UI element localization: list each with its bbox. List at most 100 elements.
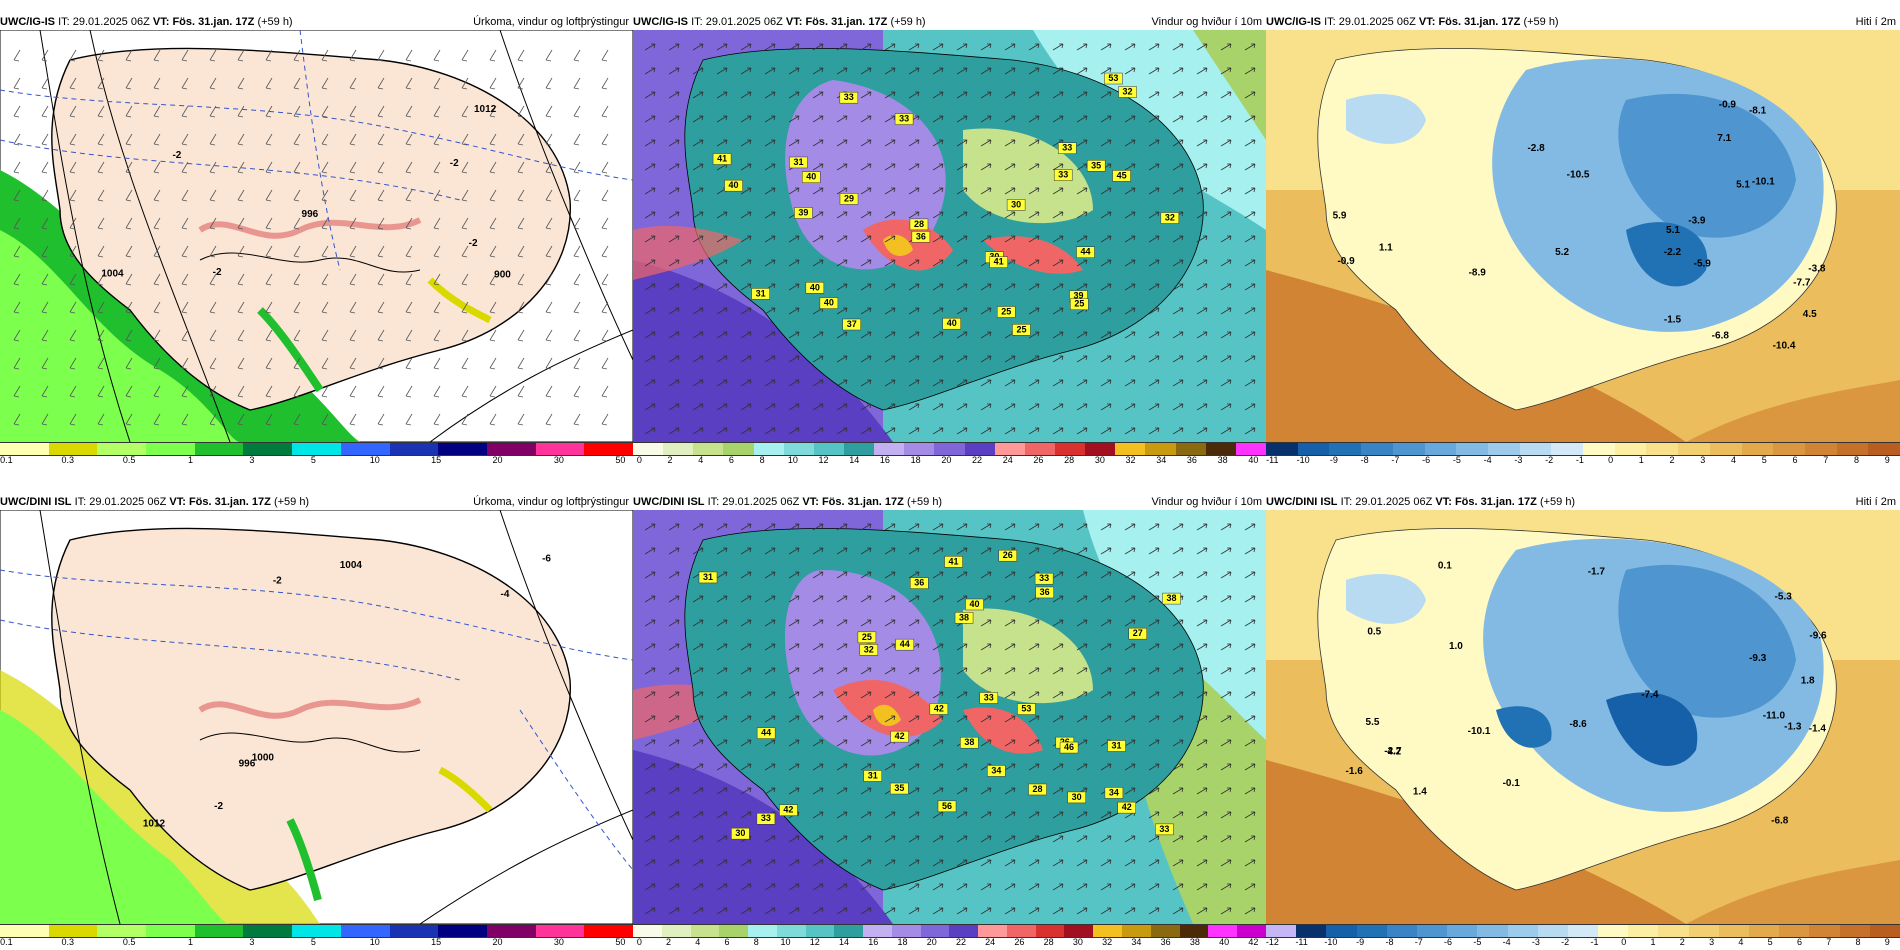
wind-arrow: [644, 259, 656, 267]
wind-arrow: [836, 619, 848, 627]
wind-arrow: [980, 667, 992, 675]
wind-arrow: [788, 835, 800, 843]
wind-arrow: [932, 139, 944, 147]
value-label: -0.9: [1337, 256, 1355, 267]
wind-barb: [125, 133, 133, 146]
wind-arrow: [1004, 163, 1016, 171]
legend-swatch: [904, 443, 935, 455]
gust-label: 33: [1058, 170, 1068, 180]
wind-barb: [41, 385, 49, 398]
wind-barb: [265, 329, 273, 342]
wind-arrow: [692, 139, 704, 147]
precip-map[interactable]: 900 1012 -2 -2 -2 -2 1004 996: [0, 30, 633, 442]
wind-arrow: [644, 379, 656, 387]
value-label: -9.6: [1809, 630, 1827, 641]
legend-swatch: [1688, 925, 1719, 937]
wind-arrow: [812, 523, 824, 531]
wind-barb: [601, 301, 609, 314]
wind-arrow: [1076, 691, 1088, 699]
wind-map[interactable]: 2533403135253229364031412830335340324445…: [633, 30, 1266, 442]
wind-arrow: [788, 739, 800, 747]
wind-barb: [97, 357, 105, 370]
gust-label-box: [839, 193, 859, 205]
wind-arrow: [836, 523, 848, 531]
wind-barb: [601, 273, 609, 286]
wind-arrow: [956, 883, 968, 891]
wind-barb: [405, 49, 413, 62]
vt-value: Fös. 31.jan. 17Z: [805, 16, 888, 28]
wind-barb: [265, 77, 273, 90]
wind-arrow: [1196, 259, 1208, 267]
wind-arrow: [1076, 739, 1088, 747]
wind-barb: [489, 189, 497, 202]
temp-map[interactable]: 1.0 4.2 0.5 -0.1 -1.3 1.8 -6.8 -10.1 1.4 0.1 -1.7-…: [1266, 510, 1900, 924]
wind-arrow: [1244, 595, 1256, 603]
gust-label: 35: [1091, 160, 1101, 170]
legend-swatch: [776, 925, 806, 937]
wind-barb: [13, 161, 21, 174]
wind-arrow: [740, 739, 752, 747]
temp-map[interactable]: -2.2 -3.8 5.1 -7.7 -1.5 7.1 -10.1 -10.5 4.5 -6.8-…: [1266, 30, 1900, 442]
legend-swatch: [194, 443, 244, 455]
wind-arrow: [1148, 691, 1160, 699]
wind-arrow: [692, 691, 704, 699]
temp-swatches: [1266, 442, 1900, 456]
wind-map[interactable]: 3331333836263433303133323541282526444238…: [633, 510, 1266, 924]
wind-arrow: [1220, 235, 1232, 243]
wind-barb: [489, 217, 497, 230]
temp-ticks: -12 -11 -10 -9 -8 -7 -6 -5 -4 -3 -2 -1 0 1 2 3 4 5 6 7 8 9: [1266, 937, 1900, 947]
wind-arrow: [884, 691, 896, 699]
wind-arrow: [788, 787, 800, 795]
temp-colorbar: -11 -10 -9 -8 -7 -6 -5 -4 -3 -2 -1 0 1 2 3 4 5 6 7 8 9: [1266, 442, 1900, 465]
panel-header: UWC/DINI ISL IT: 29.01.2025 06Z VT: Fös.…: [633, 494, 1266, 510]
legend-tick: -8: [1360, 455, 1369, 465]
wind-arrow: [860, 691, 872, 699]
gust-label: 39: [798, 207, 808, 217]
wind-arrow: [668, 571, 680, 579]
temp-ticks: -11 -10 -9 -8 -7 -6 -5 -4 -3 -2 -1 0 1 2 3 4 5 6 7 8 9: [1266, 455, 1900, 465]
wind-barb: [265, 105, 273, 118]
legend-tick: 40: [1248, 455, 1259, 465]
wind-arrow: [1124, 835, 1136, 843]
legend-tick: 5: [1767, 937, 1773, 947]
wind-arrow: [1124, 67, 1136, 75]
wind-arrow: [668, 379, 680, 387]
wind-arrow: [1244, 691, 1256, 699]
wind-arrow: [1196, 619, 1208, 627]
wind-barb: [97, 133, 105, 146]
legend-tick: 32: [1125, 455, 1136, 465]
wind-arrow: [1004, 187, 1016, 195]
wind-arrow: [1028, 355, 1040, 363]
wind-barb: [69, 161, 77, 174]
legend-swatch: [1809, 925, 1840, 937]
wind-arrow: [788, 715, 800, 723]
legend-tick: 16: [868, 937, 879, 947]
wind-arrow: [884, 811, 896, 819]
legend-tick: 0.1: [0, 455, 13, 465]
wind-arrow: [692, 211, 704, 219]
wind-barb: [97, 329, 105, 342]
wind-arrow: [1124, 739, 1136, 747]
wind-arrow: [1244, 283, 1256, 291]
wind-barb: [293, 105, 301, 118]
wind-arrow: [644, 307, 656, 315]
wind-arrow: [908, 283, 920, 291]
wind-arrow: [764, 355, 776, 363]
wind-arrow: [1148, 211, 1160, 219]
wind-arrow: [812, 331, 824, 339]
wind-arrow: [860, 763, 872, 771]
wind-arrow: [716, 571, 728, 579]
wind-arrow: [1076, 259, 1088, 267]
gust-label-box: [779, 804, 798, 816]
wind-arrow: [1100, 643, 1112, 651]
legend-tick: -9: [1329, 455, 1338, 465]
wind-barb: [321, 133, 329, 146]
wind-arrow: [884, 379, 896, 387]
precip-map[interactable]: 996 1000 1004 1012 -2 -2 -6 -4: [0, 510, 633, 924]
wind-arrow: [1244, 91, 1256, 99]
vt-value: Fös. 31.jan. 17Z: [821, 496, 904, 508]
wind-arrow: [908, 907, 920, 915]
wind-arrow: [1100, 691, 1112, 699]
wind-arrow: [1196, 523, 1208, 531]
wind-barb: [489, 273, 497, 286]
